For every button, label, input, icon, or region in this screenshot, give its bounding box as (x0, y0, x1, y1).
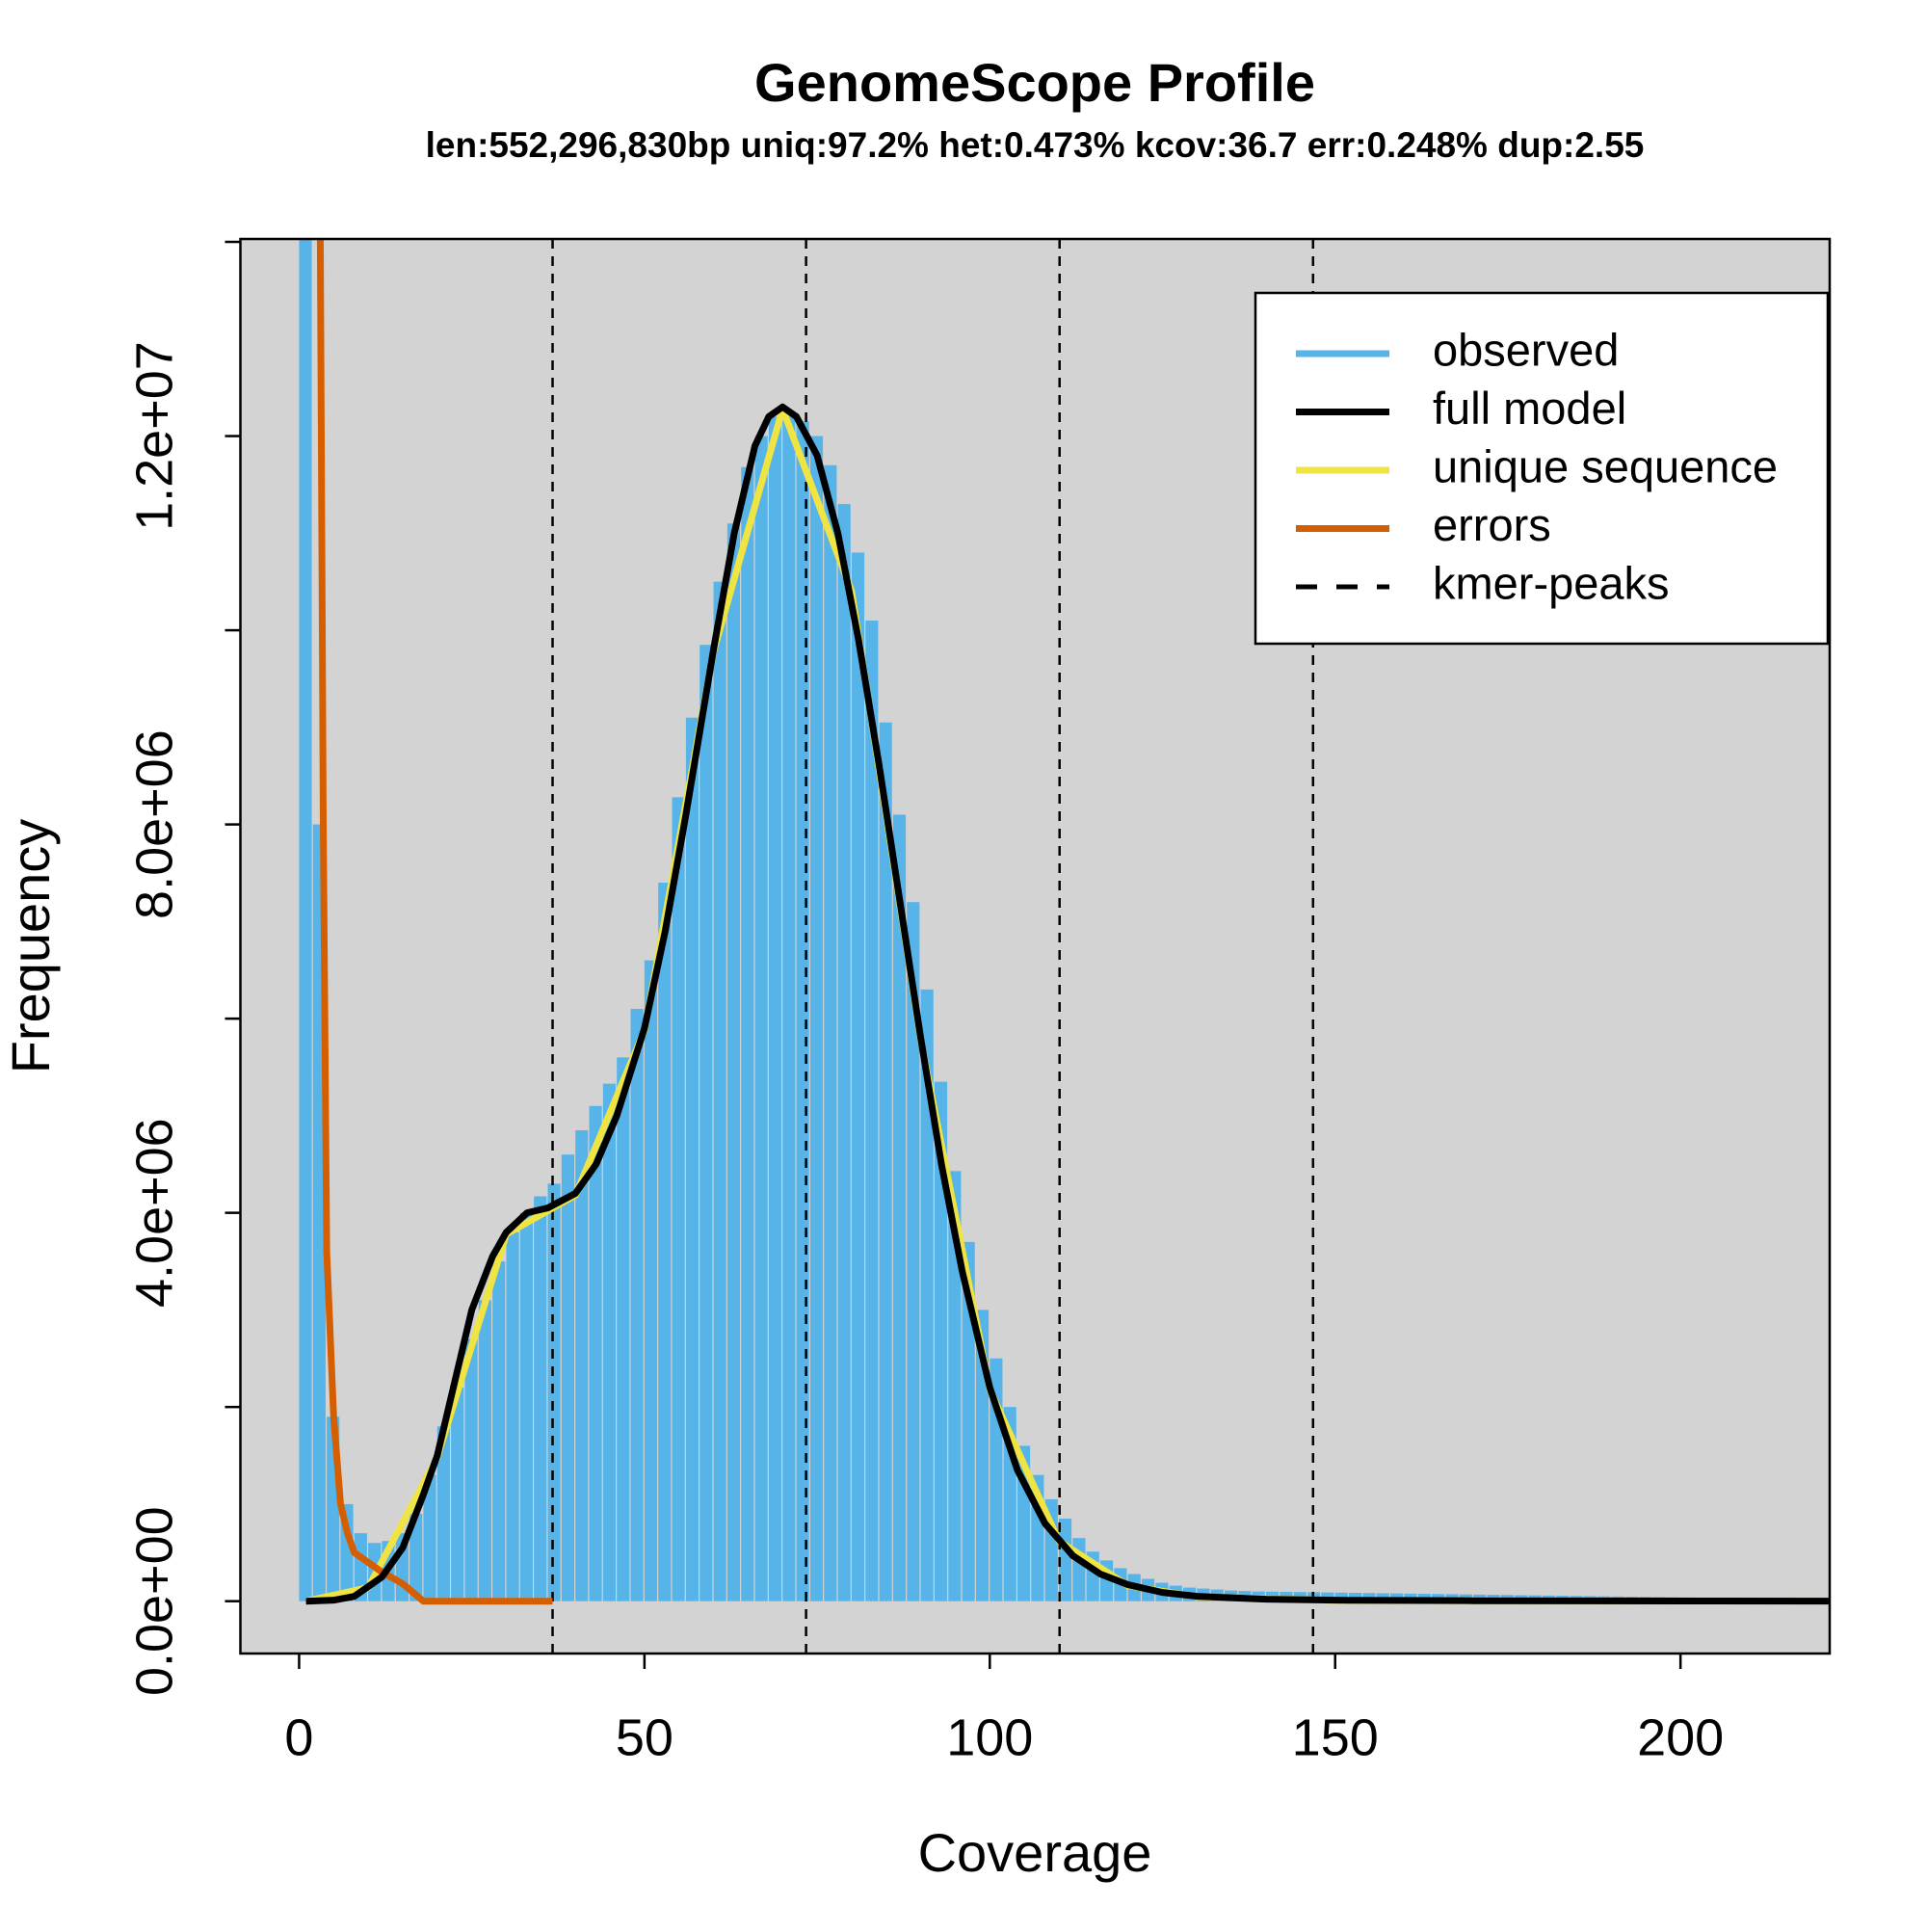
x-tick-label: 100 (946, 1708, 1033, 1766)
observed-bar (837, 504, 851, 1601)
observed-bar (478, 1300, 491, 1601)
observed-bar (506, 1231, 519, 1601)
observed-bar (934, 1081, 948, 1601)
x-tick-label: 150 (1292, 1708, 1379, 1766)
y-tick-label: 1.2e+07 (125, 341, 183, 531)
observed-bar (907, 902, 920, 1601)
observed-bar (423, 1474, 436, 1601)
observed-bar (436, 1426, 450, 1601)
observed-bar (879, 722, 892, 1601)
legend-label: unique sequence (1433, 440, 1778, 491)
model-line (305, 403, 1830, 1605)
observed-bar (892, 814, 907, 1601)
observed-bar (824, 464, 837, 1601)
legend-label: kmer-peaks (1433, 557, 1670, 608)
y-axis-label: Frequency (0, 819, 61, 1074)
observed-bar (602, 1083, 616, 1601)
observed-bar (589, 1105, 602, 1601)
legend-label: errors (1433, 499, 1551, 550)
plot-area (299, 239, 1830, 1654)
observed-bar (1058, 1519, 1072, 1601)
observed-bar (354, 1533, 367, 1601)
observed-bar (617, 1057, 630, 1601)
x-tick-label: 0 (284, 1708, 313, 1766)
x-tick-label: 50 (616, 1708, 673, 1766)
observed-bar (630, 1009, 644, 1601)
observed-bar (782, 411, 796, 1601)
observed-bar (672, 797, 685, 1601)
observed-bar (464, 1338, 478, 1601)
y-tick-label: 0.0e+00 (125, 1506, 183, 1696)
observed-bar (726, 523, 741, 1601)
observed-bar (409, 1514, 423, 1601)
plot-frame (239, 237, 1832, 1655)
observed-bar (658, 883, 672, 1601)
model-line (316, 239, 553, 1605)
observed-bar (741, 466, 754, 1601)
observed-bar (492, 1261, 506, 1601)
observed-bar (754, 436, 768, 1601)
x-axis-label: Coverage (918, 1822, 1152, 1883)
observed-bar (809, 436, 824, 1601)
observed-bar (920, 989, 934, 1601)
observed-bar (962, 1241, 975, 1601)
observed-bar (644, 960, 658, 1601)
y-tick-label: 4.0e+06 (125, 1118, 183, 1308)
observed-bar (948, 1171, 962, 1601)
legend-label: observed (1433, 324, 1619, 375)
chart-title: GenomeScope Profile (754, 52, 1315, 113)
observed-bar (713, 581, 726, 1601)
x-tick-label: 200 (1637, 1708, 1724, 1766)
observed-bar (519, 1212, 533, 1601)
observed-bar (865, 620, 879, 1601)
observed-bar (299, 239, 312, 1601)
observed-bar (685, 717, 700, 1601)
observed-bar (851, 552, 865, 1601)
legend-label: full model (1433, 383, 1626, 434)
observed-bar (561, 1154, 574, 1601)
y-tick-label: 8.0e+06 (125, 729, 183, 919)
observed-bar (575, 1129, 589, 1601)
observed-bar (768, 416, 782, 1601)
observed-bar (700, 645, 713, 1601)
chart-subtitle: len:552,296,830bp uniq:97.2% het:0.473% … (426, 125, 1645, 165)
observed-bar (451, 1388, 464, 1601)
observed-bar (534, 1196, 547, 1601)
observed-bar (547, 1183, 561, 1601)
